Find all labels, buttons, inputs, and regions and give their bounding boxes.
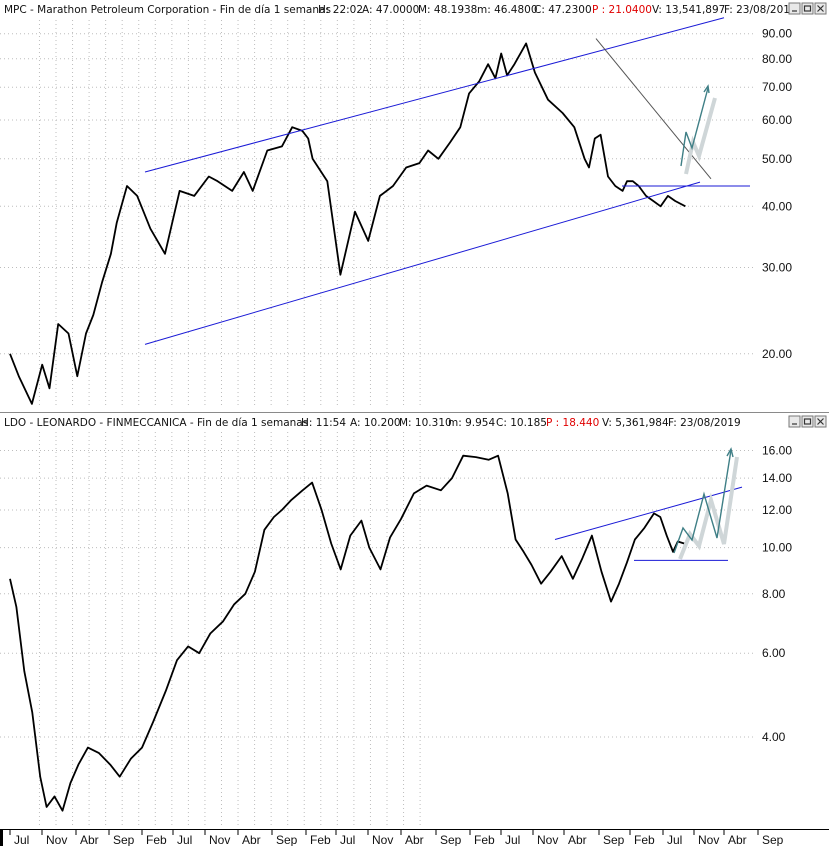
x-tick-label: Sep [276,833,298,846]
ldo-window-controls [788,415,827,428]
mpc-header-p: P : 21.0400 [592,4,652,16]
mpc-projection-shadow [684,97,717,175]
ldo-ytick-label: 4.00 [762,730,786,744]
ldo-header-h: H: 11:54 [301,417,346,429]
mpc-ytick-label: 70.00 [762,80,792,94]
ldo-ytick-label: 14.00 [762,471,792,485]
mpc-header-v: V: 13,541,897 [652,4,725,16]
mpc-ytick-label: 90.00 [762,27,792,41]
ldo-header-v: V: 5,361,984 [602,417,669,429]
ldo-header-c: C: 10.185 [496,417,547,429]
ldo-header-m: M: 10.310 [399,417,452,429]
ldo-ytick-label: 8.00 [762,587,786,601]
ldo-ytick-label: 16.00 [762,444,792,458]
x-tick-label: Jul [667,833,682,846]
ldo-projection-arrowhead [726,447,734,458]
close-icon[interactable] [814,2,827,15]
mpc-channel-upper [144,17,725,173]
ldo-panel[interactable]: 16.00 14.00 12.00 10.00 8.00 6.00 4.00 LDO - L… [0,415,827,826]
x-tick-label: Jul [340,833,355,846]
mpc-channel-lower [144,181,701,345]
x-tick-label: Feb [146,833,167,846]
x-tick-label: Sep [440,833,462,846]
x-tick-label: Jul [505,833,520,846]
ldo-header-mn: m: 9.954 [448,417,495,429]
ldo-ytick-label: 12.00 [762,503,792,517]
mpc-header-prefix: MPC - Marathon Petroleum Corporation - F… [4,4,331,16]
ldo-header-f: F: 23/08/2019 [668,417,741,429]
mpc-projection-arrowhead [703,84,710,94]
ldo-header-a: A: 10.200 [350,417,401,429]
mpc-header-a: A: 47.0000 [362,4,419,16]
mpc-header-h: H: 22:02 [318,4,363,16]
ldo-projection-shadow [678,456,739,560]
ldo-restore-icon[interactable] [801,415,814,428]
mpc-header-mn: m: 46.4800 [477,4,538,16]
x-tick-label: Nov [209,833,230,846]
ldo-header-p: P : 18.440 [546,417,599,429]
x-tick-label: Abr [728,833,747,846]
mpc-header-f: F: 23/08/201 [724,4,790,16]
mpc-ytick-label: 80.00 [762,52,792,66]
ldo-minimize-icon[interactable] [788,415,801,428]
scroll-marker[interactable] [0,830,3,846]
mpc-ytick-label: 50.00 [762,152,792,166]
ldo-close-icon[interactable] [814,415,827,428]
mpc-downtrend-line [595,38,712,180]
x-tick-label: Nov [698,833,719,846]
x-tick-label: Jul [177,833,192,846]
mpc-y-axis: 90.00 80.00 70.00 60.00 50.00 40.00 30.00 20.00 [762,27,792,361]
ldo-price-line [9,454,685,812]
x-tick-label: Abr [568,833,587,846]
x-tick-label: Sep [762,833,784,846]
mpc-ytick-label: 60.00 [762,113,792,127]
mpc-price-series [9,42,686,405]
ldo-ytick-label: 6.00 [762,646,786,660]
x-tick-label: Abr [242,833,261,846]
x-tick-label: Sep [603,833,625,846]
minimize-icon[interactable] [788,2,801,15]
ldo-projection-path [673,449,732,554]
restore-icon[interactable] [801,2,814,15]
ldo-annotations [554,447,743,561]
ldo-y-axis: 16.00 14.00 12.00 10.00 8.00 6.00 4.00 [762,444,792,744]
ldo-price-series [9,454,685,812]
mpc-header: MPC - Marathon Petroleum Corporation - F… [4,4,790,16]
mpc-grid [0,20,755,408]
ldo-ytick-label: 10.00 [762,541,792,555]
x-tick-label: Jul [14,833,29,846]
ldo-header: LDO - LEONARDO - FINMECCANICA - Fin de d… [4,417,741,429]
x-tick-label: Sep [113,833,135,846]
ldo-header-prefix: LDO - LEONARDO - FINMECCANICA - Fin de d… [4,417,308,429]
mpc-ytick-label: 30.00 [762,260,792,274]
mpc-price-line [9,42,686,405]
mpc-window-controls [788,2,827,15]
x-tick-label: Feb [474,833,495,846]
mpc-annotations [144,17,750,345]
x-tick-label: Nov [372,833,393,846]
mpc-header-m: M: 48.1938 [418,4,477,16]
ldo-grid [0,432,755,826]
mpc-projection-path [680,87,709,167]
x-tick-label: Abr [80,833,99,846]
mpc-ytick-label: 40.00 [762,199,792,213]
x-tick-label: Abr [405,833,424,846]
mpc-header-c: C: 47.2300 [534,4,592,16]
x-tick-label: Nov [46,833,67,846]
x-tick-label: Feb [310,833,331,846]
mpc-panel[interactable]: 90.00 80.00 70.00 60.00 50.00 40.00 30.00 20.00… [0,2,827,408]
mpc-ytick-label: 20.00 [762,347,792,361]
x-tick-label: Feb [634,833,655,846]
time-x-axis: Jul Nov Abr Sep Feb Jul Nov Abr Sep Feb Jul Nov Abr S… [0,829,829,846]
x-tick-label: Nov [537,833,558,846]
